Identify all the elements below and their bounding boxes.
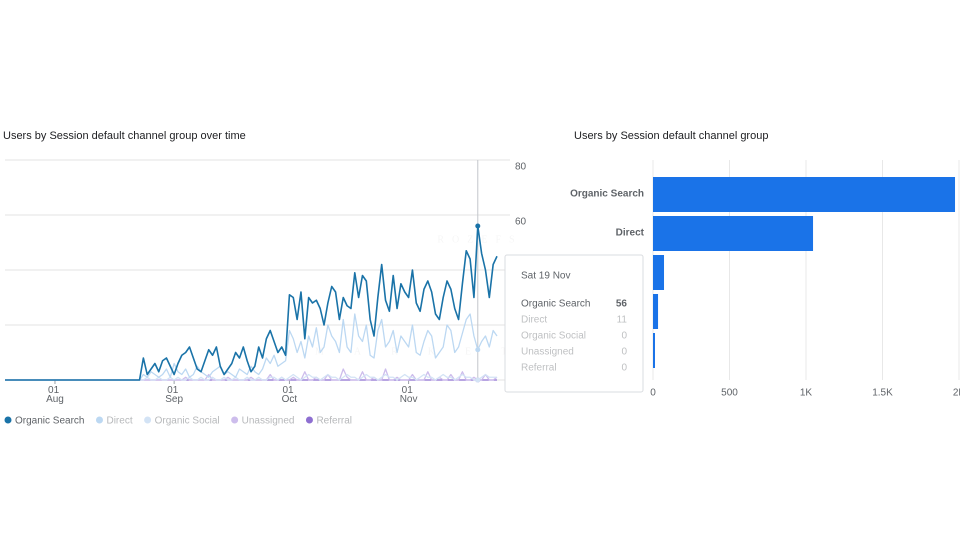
legend-swatch: [231, 416, 239, 424]
hover-dot: [475, 377, 481, 383]
bar: [653, 177, 956, 212]
tooltip: Sat 19 Nov Organic Search 56 Direct 11 Organi…: [504, 254, 644, 393]
legend-swatch: [144, 416, 152, 424]
x-tick-label: 0: [650, 388, 656, 399]
x-tick-label: 01 Sep: [165, 385, 183, 405]
tooltip-value: 56: [616, 299, 628, 310]
y-tick-label: 60: [515, 217, 527, 228]
hover-dot: [475, 347, 481, 353]
x-tick-label: 01 Nov: [400, 385, 418, 405]
bar-chart-title: Users by Session default channel group: [574, 130, 768, 142]
y-tick-label: 80: [515, 162, 527, 173]
x-tick-label: 1.5K: [872, 388, 893, 399]
tooltip-value: 0: [621, 363, 627, 374]
line-chart-title: Users by Session default channel group o…: [3, 130, 246, 142]
bar: [653, 333, 655, 368]
tooltip-series-name: Referral: [521, 363, 557, 374]
legend-label: Direct: [106, 416, 132, 427]
tooltip-series-name: Organic Social: [521, 331, 586, 342]
tooltip-value: 0: [621, 347, 627, 358]
category-label: Direct: [616, 228, 645, 239]
series-line: [5, 225, 498, 381]
tooltip-value: 0: [621, 331, 627, 342]
legend-label: Organic Social: [155, 416, 220, 427]
tooltip-series-name: Direct: [521, 315, 547, 326]
tooltip-value: 11: [617, 315, 628, 326]
legend-swatch: [4, 416, 12, 424]
hover-dot: [475, 223, 481, 229]
tooltip-box: [504, 254, 644, 393]
x-tick-label: 01 Aug: [46, 385, 64, 405]
bar: [653, 294, 659, 329]
x-tick-label: 2K: [953, 388, 960, 399]
legend-label: Organic Search: [15, 416, 84, 427]
bar: [653, 216, 814, 251]
legend-label: Unassigned: [242, 416, 295, 427]
tooltip-title: Sat 19 Nov: [521, 271, 570, 282]
bar: [653, 255, 665, 290]
legend-label: Referral: [316, 416, 352, 427]
x-tick-label: 01 Oct: [282, 385, 298, 405]
legend-swatch: [305, 416, 313, 424]
category-label: Organic Search: [570, 189, 644, 200]
tooltip-series-name: Unassigned: [521, 347, 574, 358]
x-tick-label: 1K: [800, 388, 813, 399]
tooltip-series-name: Organic Search: [521, 299, 590, 310]
legend-swatch: [95, 416, 103, 424]
x-tick-label: 500: [721, 388, 738, 399]
